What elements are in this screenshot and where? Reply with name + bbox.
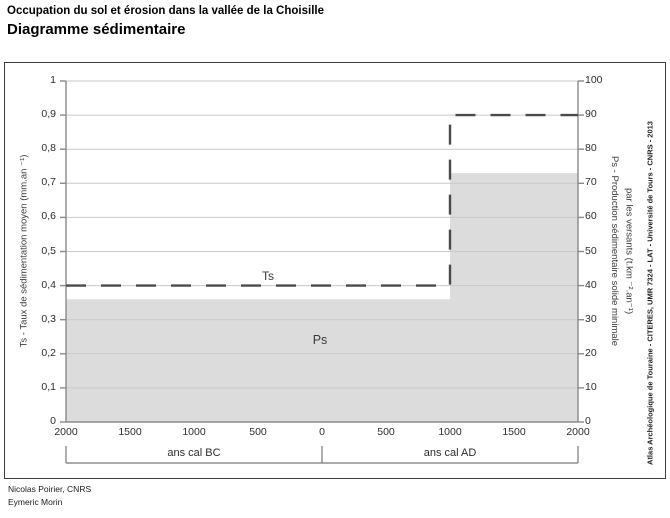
y-right-tick-label: 50 [585, 244, 597, 257]
x-tick-label: 1000 [182, 426, 206, 438]
y-right-tick-label: 100 [585, 74, 603, 86]
era-label: ans cal BC [167, 447, 221, 459]
ts-series-label: Ts [262, 269, 274, 283]
x-tick-label: 2000 [54, 426, 78, 438]
author-credit-1: Nicolas Poirier, CNRS [8, 484, 92, 494]
figure-supertitle: Occupation du sol et érosion dans la val… [7, 5, 324, 17]
x-tick-label: 2000 [566, 426, 590, 438]
y-left-axis-label: Ts - Taux de sédimentation moyen (mm.an … [18, 154, 30, 348]
y-left-tick-label: 0,1 [41, 380, 56, 393]
author-credit-2: Eymeric Morin [8, 497, 63, 507]
y-right-tick-label: 0 [585, 415, 591, 427]
y-left-tick-label: 0,7 [41, 176, 56, 189]
era-label: ans cal AD [423, 447, 477, 459]
y-right-axis-label-line1: Ps - Production sédimentaire solide mini… [609, 155, 620, 347]
y-right-tick-label: 70 [585, 176, 597, 189]
y-right-tick-label: 90 [585, 108, 597, 121]
chart-frame [4, 62, 666, 479]
x-tick-label: 1500 [502, 426, 526, 438]
y-left-tick-label: 0,2 [41, 346, 56, 359]
atlas-credit-vertical: Atlas Archéologique de Touraine - CITERE… [645, 121, 655, 465]
y-left-tick-label: 0,9 [41, 108, 56, 121]
figure-title: Diagramme sédimentaire [7, 21, 186, 38]
y-left-tick-label: 0,3 [41, 312, 56, 325]
ps-series-label: Ps [312, 333, 328, 347]
y-right-axis-label-line2: par les versants (t.km ⁻².an⁻¹) [623, 187, 635, 315]
y-right-tick-label: 10 [585, 380, 597, 393]
y-left-tick-label: 1 [50, 74, 56, 86]
y-right-tick-label: 40 [585, 278, 597, 291]
y-right-tick-label: 20 [585, 346, 597, 359]
x-tick-label: 0 [319, 426, 325, 438]
x-tick-label: 1000 [438, 426, 462, 438]
y-right-tick-label: 80 [585, 142, 597, 155]
y-left-tick-label: 0,8 [41, 142, 56, 155]
y-left-tick-label: 0,6 [41, 210, 56, 223]
y-left-tick-label: 0,4 [41, 278, 56, 291]
y-right-tick-label: 30 [585, 312, 597, 325]
x-tick-label: 500 [249, 426, 267, 438]
y-left-tick-label: 0 [50, 415, 56, 427]
x-tick-label: 500 [377, 426, 395, 438]
y-right-tick-label: 60 [585, 210, 597, 223]
y-left-tick-label: 0,5 [41, 244, 56, 257]
y-right-axis-label: Ps - Production sédimentaire solide mini… [607, 156, 636, 346]
x-tick-label: 1500 [118, 426, 142, 438]
